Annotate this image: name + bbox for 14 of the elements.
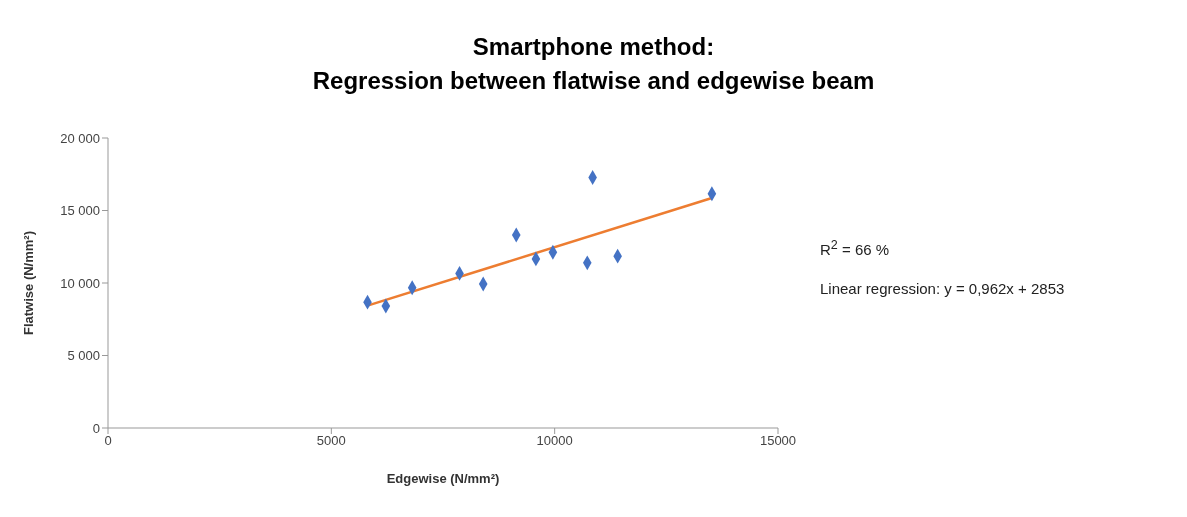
x-tick-label: 15000 bbox=[759, 433, 797, 449]
x-tick-label: 0 bbox=[104, 433, 112, 449]
y-tick-label: 5 000 bbox=[67, 348, 100, 364]
y-tick-label: 20 000 bbox=[60, 130, 100, 146]
y-axis-title: Flatwise (N/mm²) bbox=[20, 230, 36, 336]
y-tick-label: 0 bbox=[92, 420, 100, 436]
x-tick-label: 10000 bbox=[536, 433, 573, 449]
x-axis-title: Edgewise (N/mm²) bbox=[386, 471, 500, 486]
chart-title: Smartphone method: Regression between flatwise and edgewise beam bbox=[311, 32, 876, 96]
y-tick-label: 10 000 bbox=[60, 275, 100, 291]
text: Linear regression: y = 0,962x + 2853 bbox=[820, 280, 1065, 297]
y-tick-label: 15 000 bbox=[60, 203, 100, 219]
x-tick-label: 5000 bbox=[316, 433, 346, 449]
text: R$^{2}$ = 66 % bbox=[820, 238, 891, 258]
